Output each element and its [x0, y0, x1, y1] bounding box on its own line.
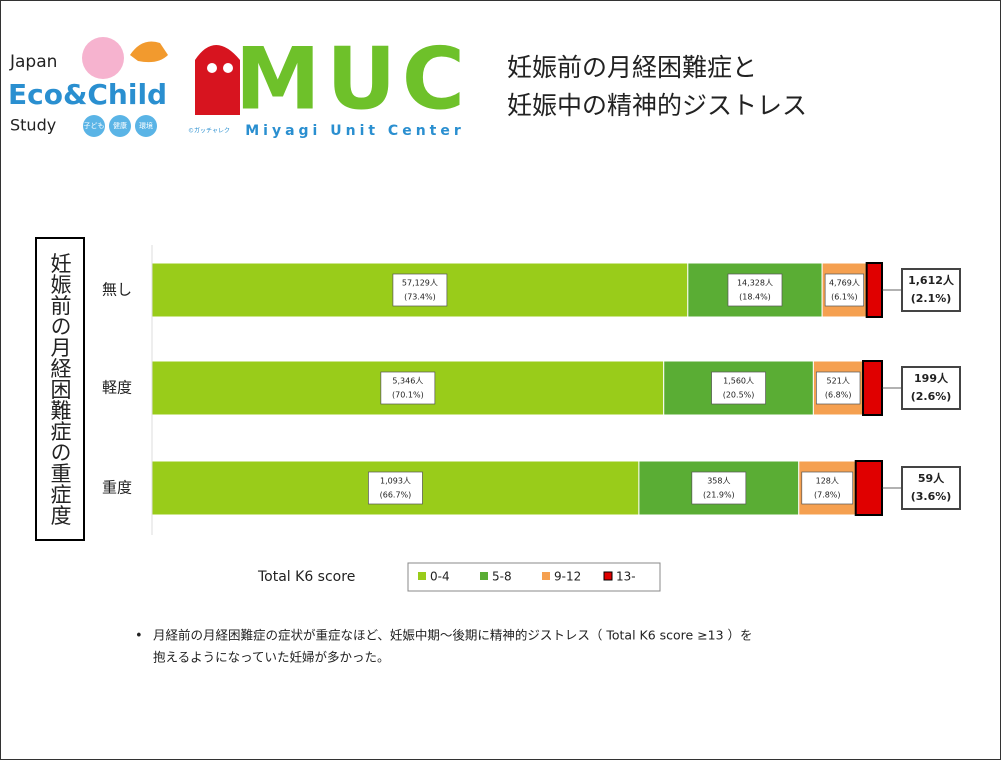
value-label: (2.6%): [911, 390, 952, 403]
footnote: 月経前の月経困難症の症状が重症なほど、妊娠中期～後期に精神的ジストレス（ Tot…: [153, 628, 753, 643]
value-label: 57,129人: [402, 279, 438, 288]
legend-swatch: [418, 572, 426, 580]
logo-text: Japan: [9, 52, 57, 72]
title: 妊娠中の精神的ジストレス: [507, 91, 807, 120]
value-label: (18.4%): [739, 293, 771, 302]
badge-text: 子ども: [84, 122, 105, 130]
value-label: (2.1%): [911, 292, 952, 305]
legend-label: 13-: [616, 570, 636, 584]
legend-label: 0-4: [430, 570, 450, 584]
value-label: (6.8%): [825, 391, 852, 400]
legend-swatch: [480, 572, 488, 580]
value-label: 1,612人: [908, 273, 955, 287]
value-label: (21.9%): [703, 491, 735, 500]
value-label: 358人: [707, 477, 730, 486]
badge-text: 健康: [113, 121, 127, 130]
category-label: 無し: [102, 281, 132, 299]
badge-text: 環境: [139, 121, 153, 130]
credit: ©ガッチャレク: [188, 127, 230, 135]
logo-face: [82, 37, 124, 79]
category-label: 軽度: [102, 379, 132, 397]
y-axis-label: 妊娠前の月経困難症の重症度: [48, 253, 72, 526]
value-label: (6.1%): [831, 293, 858, 302]
value-label: 521人: [827, 377, 850, 386]
bar-segment: [863, 361, 882, 415]
value-label: 14,328人: [737, 279, 773, 288]
bullet: •: [135, 629, 143, 644]
page: {"header": {"logo": {"line1": "Japan", "…: [0, 0, 1001, 760]
mascot-eye: [223, 63, 233, 73]
brand-sub: Miyagi Unit Center: [245, 123, 465, 139]
legend-label: 5-8: [492, 570, 512, 584]
mascot-eye: [207, 63, 217, 73]
value-label: 199人: [914, 371, 949, 385]
value-label: 128人: [816, 477, 839, 486]
footnote: 抱えるようになっていた妊婦が多かった。: [153, 650, 390, 665]
category-label: 重度: [102, 479, 132, 497]
value-label: 59人: [918, 471, 945, 485]
brand: MUC: [235, 29, 465, 129]
value-label: 5,346人: [392, 377, 423, 386]
value-label: (20.5%): [723, 391, 755, 400]
bar-segment: [867, 263, 882, 317]
value-label: (7.8%): [814, 491, 841, 500]
bar-segment: [856, 461, 882, 515]
legend-title: Total K6 score: [257, 569, 355, 585]
value-label: (73.4%): [404, 293, 436, 302]
mascot: [195, 45, 240, 115]
value-label: (70.1%): [392, 391, 424, 400]
value-label: (3.6%): [911, 490, 952, 503]
legend-label: 9-12: [554, 570, 581, 584]
title: 妊娠前の月経困難症と: [507, 53, 757, 82]
value-label: 1,560人: [723, 377, 754, 386]
logo-text: Study: [10, 116, 56, 135]
logo-text: Eco&Child: [8, 78, 167, 111]
slide: Japan Eco&Child Study 子ども 健康 環境 MUC Miya…: [0, 0, 1001, 760]
legend-swatch: [542, 572, 550, 580]
legend-swatch: [604, 572, 612, 580]
value-label: 4,769人: [829, 279, 860, 288]
value-label: 1,093人: [380, 477, 411, 486]
value-label: (66.7%): [380, 491, 412, 500]
